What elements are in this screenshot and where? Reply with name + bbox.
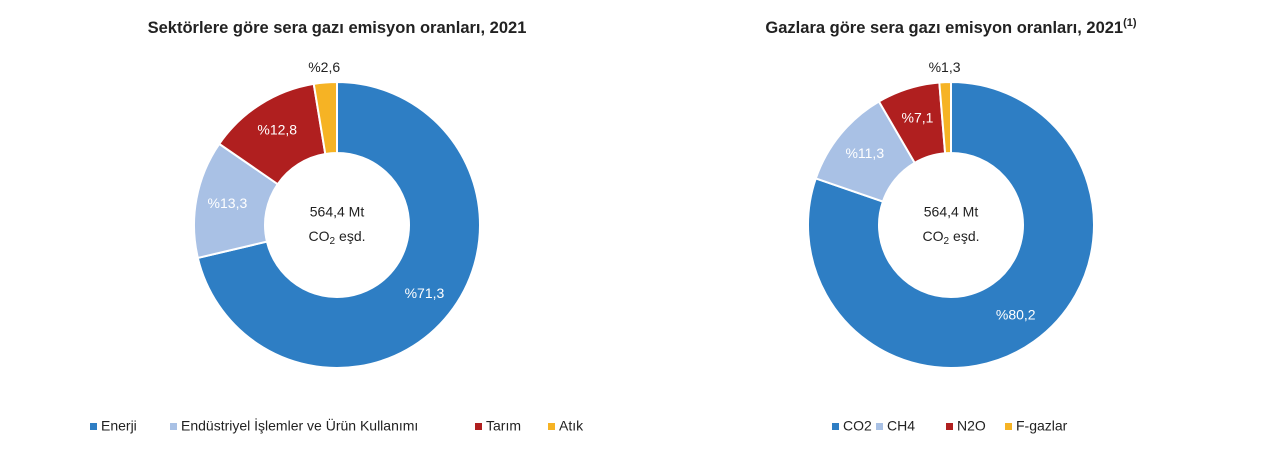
center-label-part: CO (922, 228, 943, 244)
center-label-part: eşd. (953, 228, 979, 244)
data-label: %71,3 (405, 285, 445, 301)
legend-swatch (1005, 423, 1012, 430)
donut-slice (807, 80, 1095, 369)
center-label-part: CO (308, 228, 329, 244)
center-label: CO2 eşd. (922, 228, 979, 247)
data-label: %7,1 (902, 109, 934, 125)
legend-label: CH4 (887, 418, 915, 434)
donut-slice (196, 80, 481, 369)
data-label: %12,8 (257, 122, 297, 138)
chart-title: Sektörlere göre sera gazı emisyon oranla… (148, 19, 527, 37)
title-text: Sektörlere göre sera gazı emisyon oranla… (148, 19, 527, 37)
center-label: 564,4 Mt (310, 204, 365, 220)
legend-label: N2O (957, 418, 986, 434)
legend-label: Endüstriyel İşlemler ve Ürün Kullanımı (181, 417, 418, 434)
legend-label: CO2 (843, 418, 872, 434)
legend-swatch (832, 423, 839, 430)
donut-slice (938, 80, 952, 155)
legend-swatch (90, 423, 97, 430)
title-text: Gazlara göre sera gazı emisyon oranları,… (765, 19, 1123, 37)
data-label: %80,2 (996, 306, 1036, 322)
data-label: %2,6 (308, 59, 340, 75)
legend-label: F-gazlar (1016, 418, 1068, 434)
data-label: %1,3 (929, 59, 961, 75)
legend-swatch (170, 423, 177, 430)
donut-slice (312, 80, 338, 156)
center-label: 564,4 Mt (924, 204, 979, 220)
legend-swatch (475, 423, 482, 430)
legend-swatch (946, 423, 953, 430)
data-label: %11,3 (845, 145, 884, 161)
center-label-sub: 2 (329, 236, 335, 247)
data-label: %13,3 (208, 195, 248, 211)
legend-swatch (876, 423, 883, 430)
chart-title: Gazlara göre sera gazı emisyon oranları,… (765, 17, 1136, 37)
center-label: CO2 eşd. (308, 228, 365, 247)
center-label-part: eşd. (339, 228, 365, 244)
legend-swatch (548, 423, 555, 430)
title-note: (1) (1123, 17, 1137, 29)
legend-label: Atık (559, 418, 584, 434)
legend-label: Tarım (486, 418, 521, 434)
legend-label: Enerji (101, 418, 137, 434)
center-label-sub: 2 (943, 236, 949, 247)
